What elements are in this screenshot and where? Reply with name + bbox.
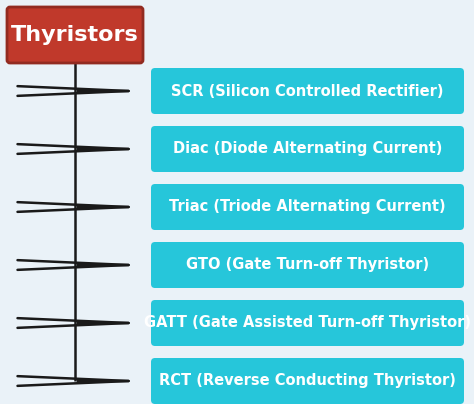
FancyBboxPatch shape xyxy=(7,7,143,63)
Text: Diac (Diode Alternating Current): Diac (Diode Alternating Current) xyxy=(173,141,442,156)
FancyBboxPatch shape xyxy=(151,242,464,288)
Text: Thyristors: Thyristors xyxy=(11,25,139,45)
Text: Triac (Triode Alternating Current): Triac (Triode Alternating Current) xyxy=(169,200,446,215)
FancyBboxPatch shape xyxy=(151,358,464,404)
Text: SCR (Silicon Controlled Rectifier): SCR (Silicon Controlled Rectifier) xyxy=(171,84,444,99)
Text: RCT (Reverse Conducting Thyristor): RCT (Reverse Conducting Thyristor) xyxy=(159,374,456,389)
FancyBboxPatch shape xyxy=(151,184,464,230)
FancyBboxPatch shape xyxy=(151,300,464,346)
Text: GTO (Gate Turn-off Thyristor): GTO (Gate Turn-off Thyristor) xyxy=(186,257,429,273)
Text: GATT (Gate Assisted Turn-off Thyristor): GATT (Gate Assisted Turn-off Thyristor) xyxy=(144,316,471,330)
FancyBboxPatch shape xyxy=(151,68,464,114)
FancyBboxPatch shape xyxy=(151,126,464,172)
